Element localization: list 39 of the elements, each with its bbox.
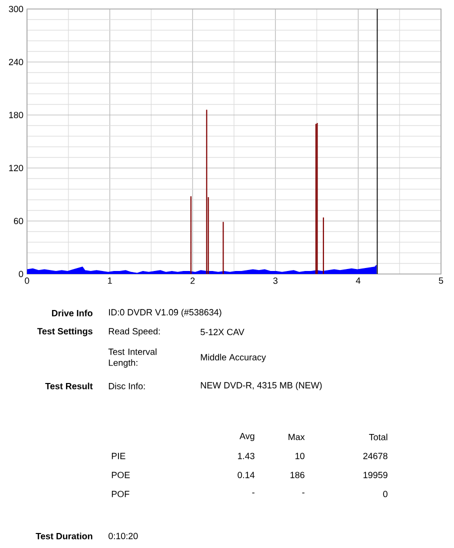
text: 10 [296,452,304,460]
x-tick-label: 3 [273,278,278,284]
text: Avg [240,432,254,442]
text: POE [112,472,130,478]
text: Test Settings [37,328,92,336]
text: 0.14 [238,472,255,478]
y-tick-label: 300 [8,6,24,12]
y-tick-label: 0 [18,270,24,278]
text: Read Speed: [108,328,160,336]
text: 1.43 [238,452,254,460]
text: - [302,492,304,494]
text: Disc Info: [108,382,145,390]
text: 24678 [363,452,388,460]
text: ID:0 DVDR V1.09 (#538634) [109,308,222,318]
text: - [252,492,254,494]
text: POF [112,490,130,498]
text: 186 [290,472,304,478]
text: Drive Info [52,310,92,316]
text: 5-12X CAV [200,328,244,336]
y-tick-label: 240 [8,58,24,66]
y-tick-label: 180 [9,112,24,118]
text: 0:10:20 [108,532,138,540]
text: 19959 [364,472,388,478]
x-tick-label: 5 [438,278,444,284]
text: PIE [112,452,126,460]
x-tick-label: 1 [108,278,112,284]
text: Test Duration [36,532,92,540]
text: Test Result [45,382,93,390]
x-tick-label: 4 [356,278,360,284]
x-tick-label: 2 [190,278,195,284]
text: Total [369,434,388,440]
y-tick-label: 120 [9,164,24,172]
text: Test Interval Length: [108,348,156,368]
x-tick-label: 0 [24,278,30,284]
text: 0 [383,490,388,498]
text: NEW DVD-R, 4315 MB (NEW) [200,382,322,390]
y-tick-label: 60 [14,218,24,224]
text: Middle Accuracy [200,354,266,362]
text: Max [288,434,305,440]
